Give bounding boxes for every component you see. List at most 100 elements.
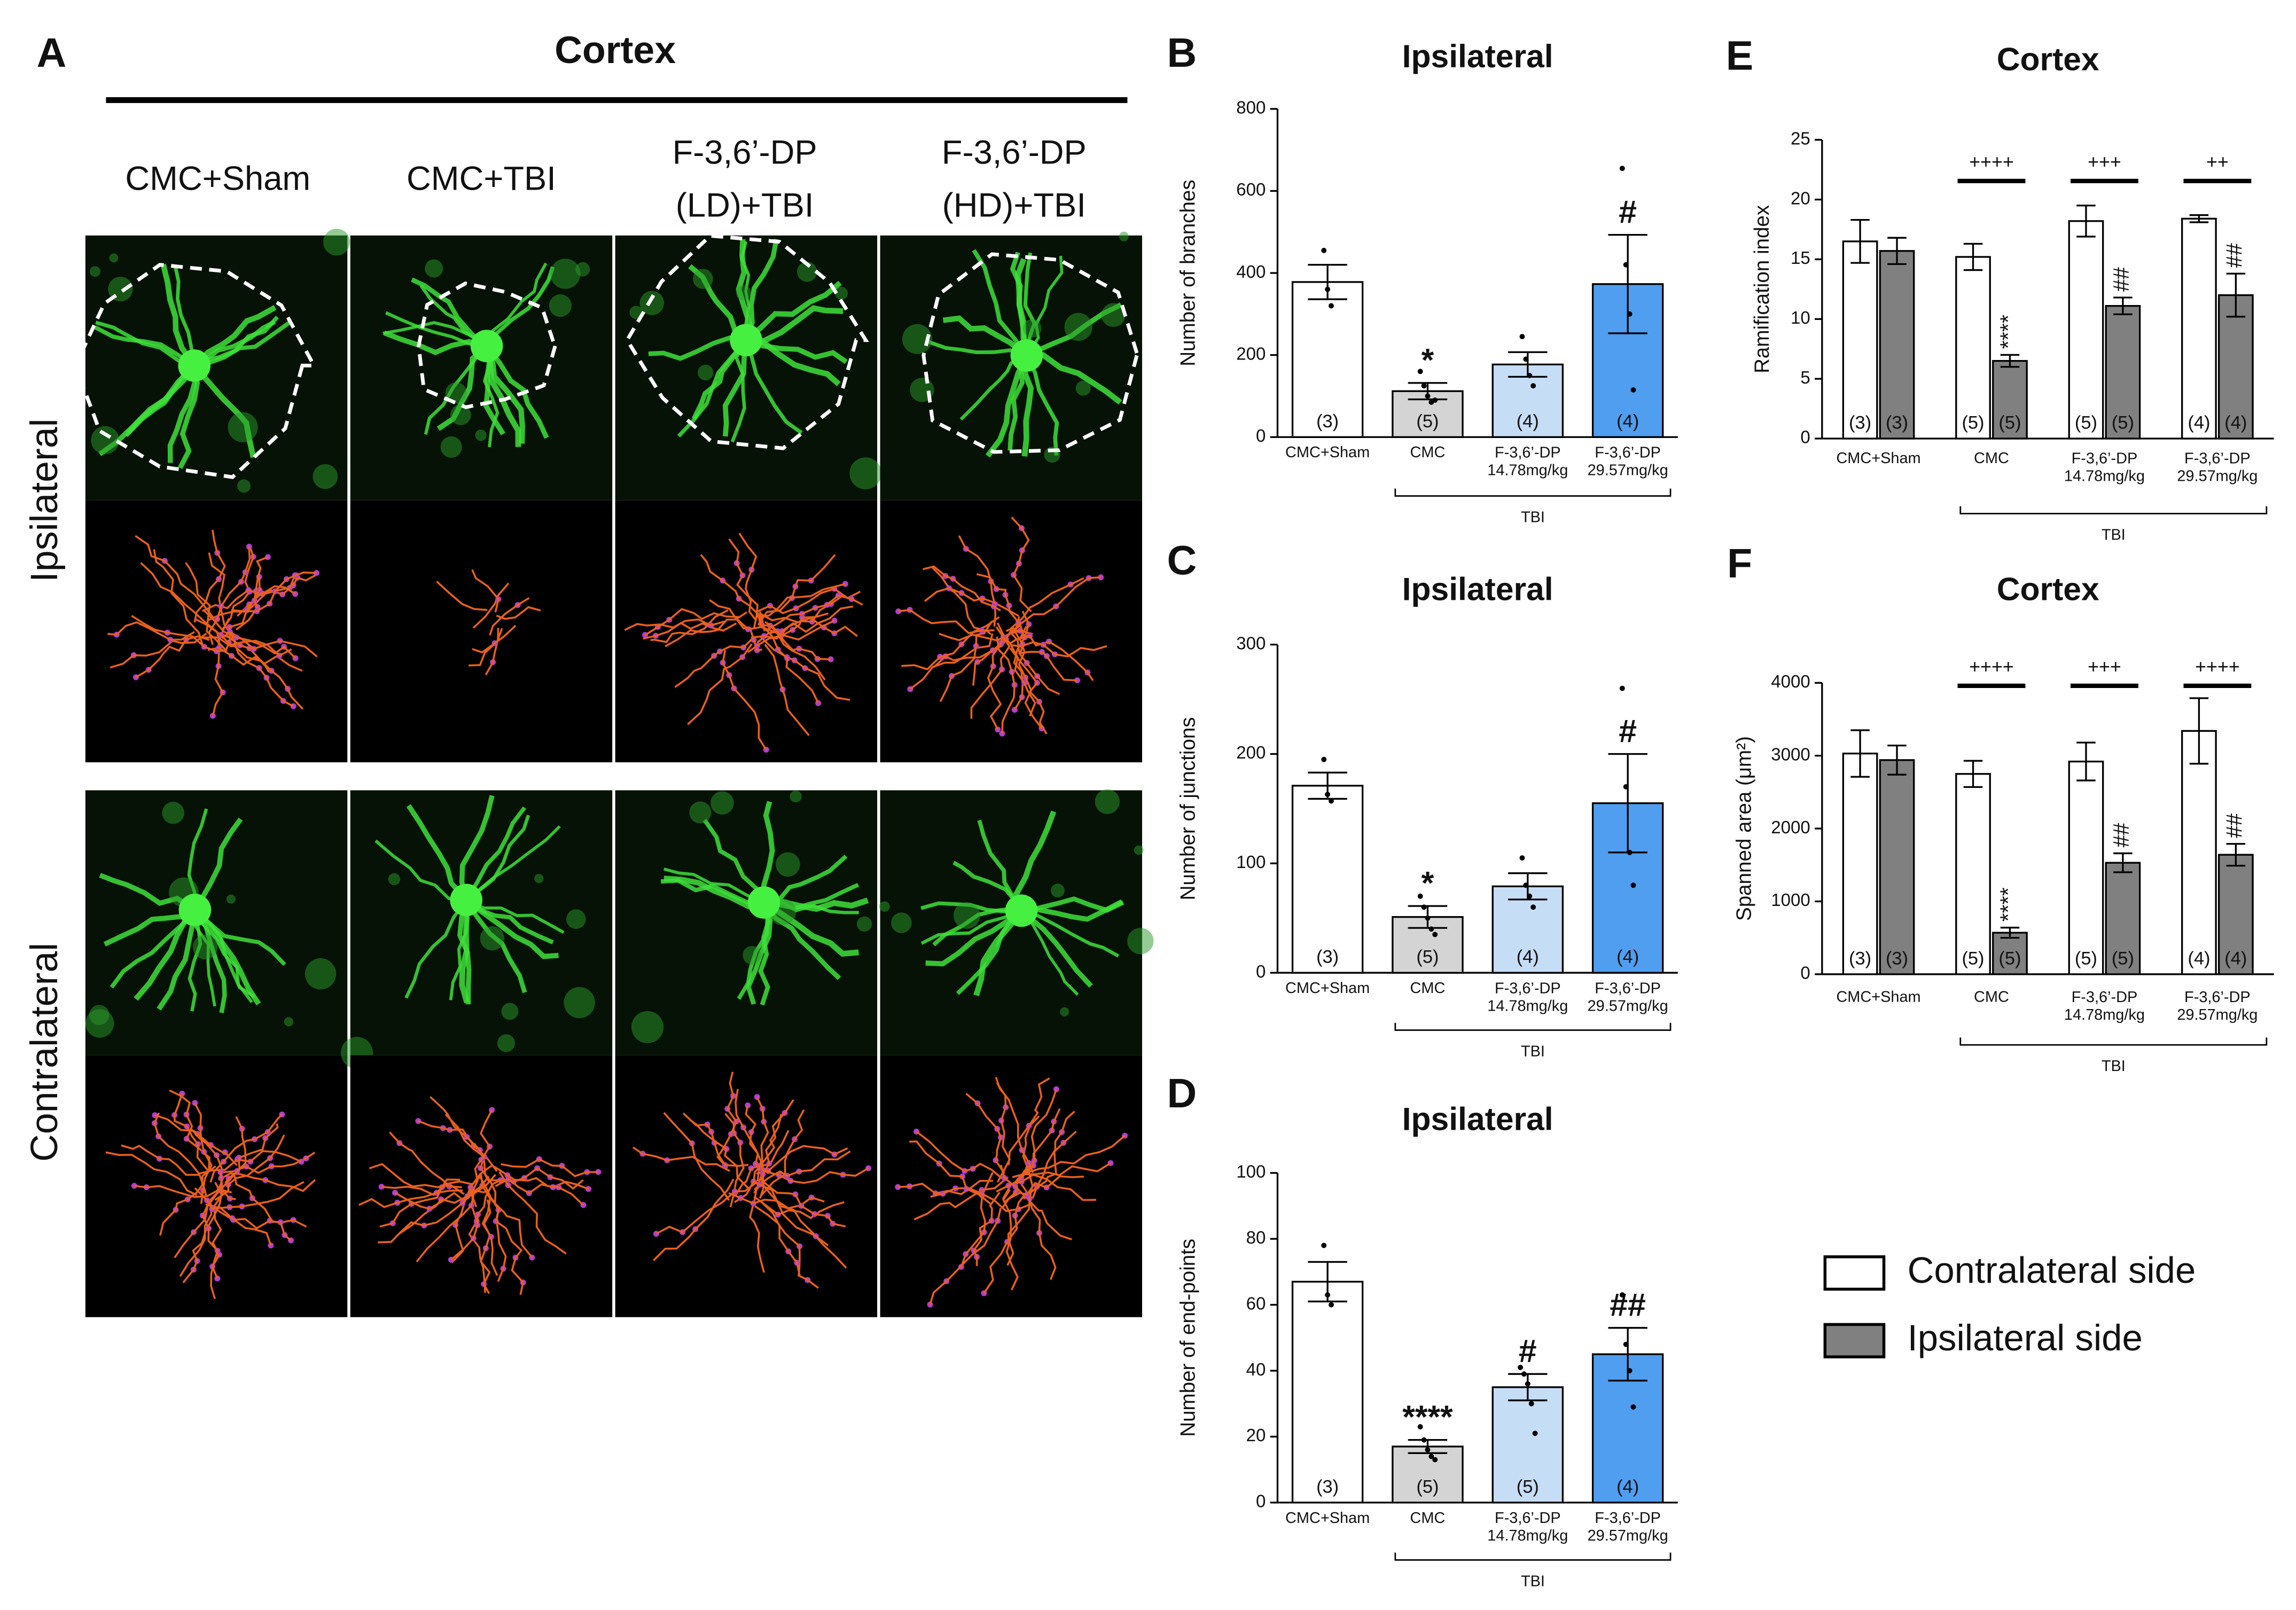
branch [728, 538, 759, 629]
data-point [1627, 1368, 1633, 1373]
data-point [1627, 311, 1633, 317]
branch [1001, 1175, 1084, 1209]
branch [480, 1199, 491, 1294]
data-point [1523, 882, 1529, 888]
group-bracket [1959, 1037, 2268, 1046]
significance: # [1619, 713, 1637, 749]
branch [501, 1158, 598, 1177]
branch [205, 1181, 304, 1209]
process [1020, 910, 1079, 996]
legend-label: Contralateral side [1908, 1249, 2196, 1291]
data-point [1627, 849, 1633, 855]
speck [639, 291, 665, 316]
branch [722, 650, 767, 751]
micrograph [85, 790, 348, 1056]
branch [674, 638, 753, 688]
x-tick-label: CMC [1974, 450, 2009, 467]
branch [760, 1182, 847, 1269]
branch [121, 1144, 199, 1176]
speck [1127, 928, 1154, 955]
process [406, 804, 468, 902]
speck [698, 364, 714, 381]
speck [1051, 884, 1065, 898]
speck [776, 852, 800, 877]
legend-swatch [1823, 1255, 1886, 1291]
y-tick-label: 200 [1236, 743, 1266, 763]
x-tick-label: F-3,6’-DP 14.78mg/kg [1487, 444, 1568, 479]
speck [891, 912, 912, 933]
data-point [1428, 1453, 1434, 1459]
n-label: (5) [1416, 1476, 1439, 1497]
branch [494, 1166, 584, 1206]
process [744, 339, 803, 435]
speck [304, 958, 337, 990]
speck [89, 266, 101, 277]
process [484, 345, 525, 444]
data-point [1329, 798, 1334, 804]
data-point [1325, 792, 1331, 798]
row-label: Ipsilateral [23, 418, 66, 582]
branch [939, 620, 993, 702]
y-axis-label: Number of end-points [1176, 1239, 1199, 1437]
branch [1018, 626, 1043, 729]
branch [1008, 1077, 1050, 1166]
x-tick-label: CMC [1410, 1510, 1446, 1527]
outline [417, 281, 558, 409]
y-tick-label: 3000 [1771, 745, 1810, 764]
y-tick-label: 25 [1791, 129, 1810, 149]
process [956, 909, 1023, 995]
process [1021, 899, 1123, 922]
data-point [1425, 915, 1431, 921]
branch [1009, 634, 1094, 681]
bar [2181, 217, 2217, 440]
significance: **** [1402, 1398, 1453, 1435]
group-label: TBI [1521, 509, 1545, 526]
speck [849, 457, 882, 490]
junction [745, 1102, 751, 1108]
y-tick-label: 0 [1256, 426, 1266, 446]
process [385, 311, 487, 348]
process [465, 825, 561, 902]
speck [1075, 380, 1091, 396]
speck [192, 934, 218, 960]
speck [835, 287, 848, 300]
process [465, 898, 565, 934]
branch [983, 1195, 1025, 1294]
bar [1291, 1280, 1364, 1504]
data-point [1321, 1242, 1327, 1248]
y-axis-label: Number of branches [1176, 179, 1199, 366]
speck [284, 1017, 294, 1027]
micrograph [615, 790, 878, 1056]
process [173, 265, 197, 366]
bar [1842, 240, 1878, 440]
branch [624, 618, 725, 631]
data-point [1321, 247, 1327, 253]
speck [91, 426, 120, 455]
branch [416, 1174, 497, 1263]
branch [226, 635, 304, 710]
panel-letter: A [37, 30, 67, 76]
outline [624, 233, 869, 450]
data-point [1519, 334, 1525, 340]
branch [689, 1119, 751, 1191]
bar [1491, 885, 1564, 974]
data-point [1527, 893, 1533, 899]
speck [710, 791, 734, 815]
branch [987, 633, 1005, 730]
branch [153, 1112, 207, 1196]
n-label: (4) [1616, 1476, 1639, 1497]
data-point [1417, 369, 1423, 374]
process [411, 277, 488, 348]
branch [735, 1089, 762, 1182]
data-point [1417, 1424, 1423, 1429]
y-axis-label: Ramification index [1751, 205, 1774, 373]
y-tick-label: 2000 [1771, 818, 1810, 838]
data-point [1623, 262, 1629, 268]
y-tick-label: 10 [1791, 308, 1810, 328]
y-tick-label: 1000 [1771, 890, 1810, 910]
process [188, 909, 202, 1012]
process [722, 340, 749, 437]
branch [909, 633, 994, 690]
speck [631, 1011, 664, 1043]
n-label: (5) [1416, 947, 1439, 967]
